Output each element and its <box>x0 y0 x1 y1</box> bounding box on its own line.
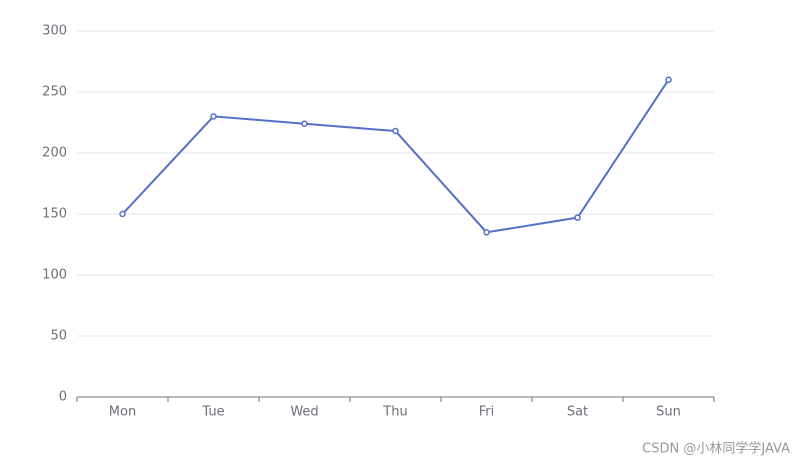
watermark: CSDN @小林同学学JAVA <box>642 441 790 457</box>
x-tick-label: Mon <box>109 405 136 420</box>
point <box>483 229 490 236</box>
point <box>392 127 399 135</box>
y-tick-label: 250 <box>42 85 67 100</box>
point <box>301 120 308 127</box>
point <box>210 113 217 120</box>
y-tick-label: 150 <box>42 207 67 222</box>
x-tick-label: Sun <box>656 405 681 420</box>
point <box>119 210 126 218</box>
point <box>574 214 581 221</box>
y-tick-label: 200 <box>42 146 67 161</box>
y-tick-label: 50 <box>50 329 67 344</box>
x-tick-label: Thu <box>382 405 407 420</box>
y-tick-label: 300 <box>42 24 67 39</box>
x-tick-label: Wed <box>290 405 318 420</box>
x-tick-label: Tue <box>201 405 224 420</box>
x-tick-label: Sat <box>567 405 588 420</box>
line <box>121 79 670 234</box>
point <box>665 76 672 84</box>
y-tick-label: 100 <box>42 268 67 283</box>
y-tick-label: 0 <box>59 390 67 405</box>
x-tick-label: Fri <box>479 405 495 420</box>
